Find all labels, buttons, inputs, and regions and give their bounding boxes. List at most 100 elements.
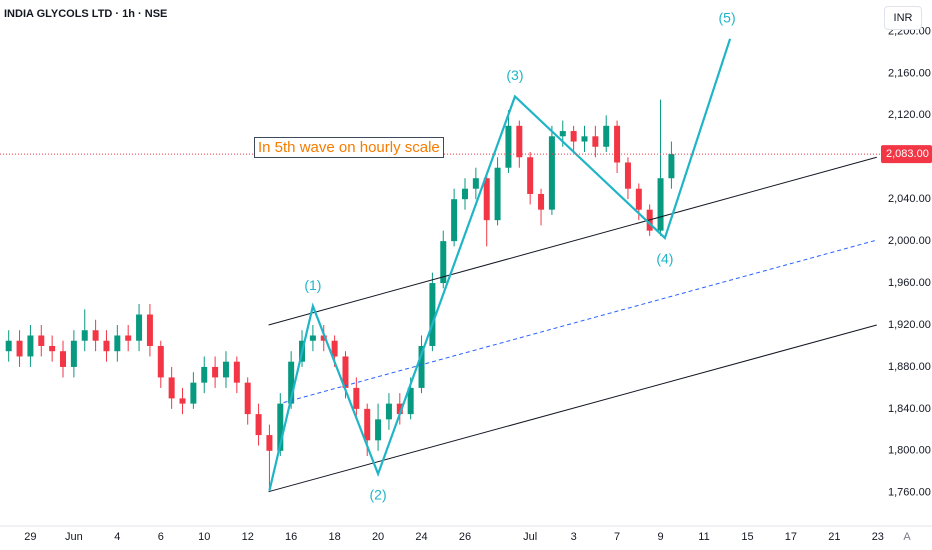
x-tick-label: 12 [242,531,254,543]
candle-body [635,188,642,210]
wave-label: (2) [370,487,387,503]
candle-body [244,382,251,415]
candle-body [472,178,479,189]
candle-body [505,125,512,168]
auto-scale-button[interactable]: A [903,531,911,543]
x-tick-label: 26 [459,531,471,543]
x-tick-label: Jul [523,531,537,543]
candle-body [614,125,621,163]
plot-area [0,38,880,493]
wave-label: (1) [304,277,321,293]
candle-body [494,167,501,221]
candle-body [38,335,45,346]
candle-body [461,188,468,200]
x-tick-label: 16 [285,531,297,543]
x-tick-label: 6 [158,531,164,543]
candle-body [125,335,132,341]
annotation: In 5th wave on hourly scale [254,137,444,158]
candle-body [233,361,240,383]
candle-body [114,335,121,352]
x-tick-label: 11 [698,531,709,543]
candle-body [548,136,555,210]
candle-body [353,387,360,409]
candle-body [92,330,99,341]
x-tick-label: 29 [24,531,36,543]
y-tick-label: 2,000.00 [888,235,931,247]
candle-body [27,335,34,357]
last-price-label: 2,083.00 [886,148,929,160]
x-tick-label: 18 [328,531,340,543]
x-tick-label: 9 [657,531,663,543]
candle-body [277,403,284,451]
candle-body [103,340,110,352]
candle-body [60,351,67,367]
y-tick-label: 1,800.00 [888,445,931,457]
candle-body [179,398,186,404]
candle-body [375,419,382,441]
x-tick-label: Jun [65,531,83,543]
candle-body [5,340,12,352]
y-tick-label: 1,960.00 [888,277,931,289]
candle-body [624,162,631,189]
candle-body [516,125,523,158]
trend-line [268,156,877,326]
candle-body [16,340,23,357]
candle-body [212,366,219,378]
y-tick-label: 1,840.00 [888,403,931,415]
candle-body [592,136,599,147]
candle-body [657,178,664,231]
candle-body [168,377,175,399]
x-tick-label: 23 [872,531,884,543]
candle-body [668,154,675,179]
wave-label: (3) [506,67,523,83]
x-tick-label: 10 [198,531,210,543]
candle-body [364,408,371,441]
candle-body [538,193,545,210]
candle-body [255,414,262,436]
x-tick-label: 21 [828,531,840,543]
y-tick-label: 2,160.00 [888,67,931,79]
candle-body [320,335,327,341]
candle-body [429,283,436,346]
x-tick-label: 15 [741,531,753,543]
candle-body [331,340,338,357]
wave-label: (5) [719,9,736,25]
candle-body [288,361,295,404]
candle-body [385,403,392,420]
y-tick-label: 1,760.00 [888,487,931,499]
candle-body [136,314,143,341]
candle-body [570,131,577,142]
x-tick-label: 17 [785,531,797,543]
x-tick-label: 4 [114,531,120,543]
candle-body [146,314,153,346]
y-tick-label: 2,040.00 [888,193,931,205]
candle-body [603,125,610,147]
y-tick-label: 1,920.00 [888,319,931,331]
candle-body [559,131,566,137]
candle-body [342,356,349,388]
x-tick-label: 24 [415,531,427,543]
candle-body [201,366,208,383]
x-tick-label: 20 [372,531,384,543]
currency-button[interactable]: INR [884,6,922,30]
candle-body [418,345,425,388]
y-tick-label: 2,120.00 [888,109,931,121]
candle-body [81,330,88,341]
x-tick-label: 7 [614,531,620,543]
candle-body [190,382,197,404]
candle-body [222,361,229,378]
wave-line [268,38,732,491]
trend-line [283,239,877,404]
wave-label: (4) [656,251,673,267]
candle-body [157,345,164,378]
candle-body [581,136,588,142]
candle-body [451,199,458,242]
candle-body [527,157,534,194]
candle-body [266,435,273,451]
last-price-tag [881,145,932,164]
candle-body [407,387,414,415]
trend-line [268,324,877,493]
candle-body [483,178,490,221]
